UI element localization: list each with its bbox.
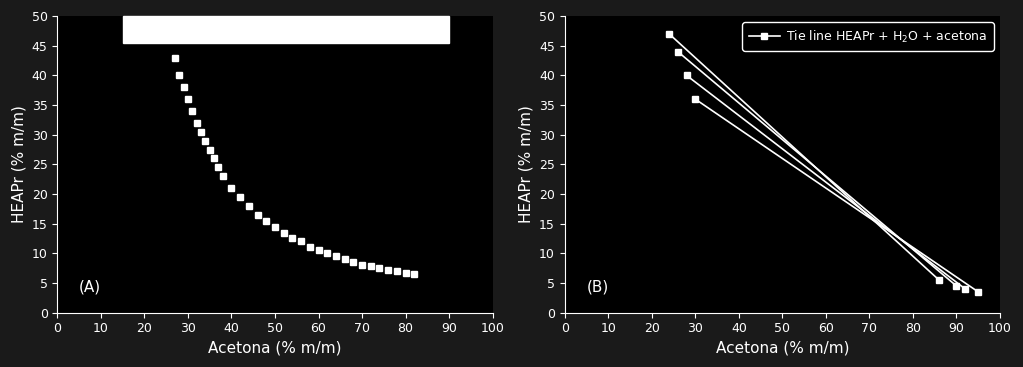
X-axis label: Acetona (% m/m): Acetona (% m/m)	[715, 341, 849, 356]
Bar	[123, 16, 449, 43]
X-axis label: Acetona (% m/m): Acetona (% m/m)	[209, 341, 342, 356]
Text: (A): (A)	[79, 280, 101, 295]
Y-axis label: HEAPr (% m/m): HEAPr (% m/m)	[519, 105, 533, 223]
Text: (B): (B)	[586, 280, 609, 295]
Y-axis label: HEAPr (% m/m): HEAPr (% m/m)	[11, 105, 27, 223]
Legend: Tie line HEAPr + H$_2$O + acetona: Tie line HEAPr + H$_2$O + acetona	[743, 22, 993, 51]
